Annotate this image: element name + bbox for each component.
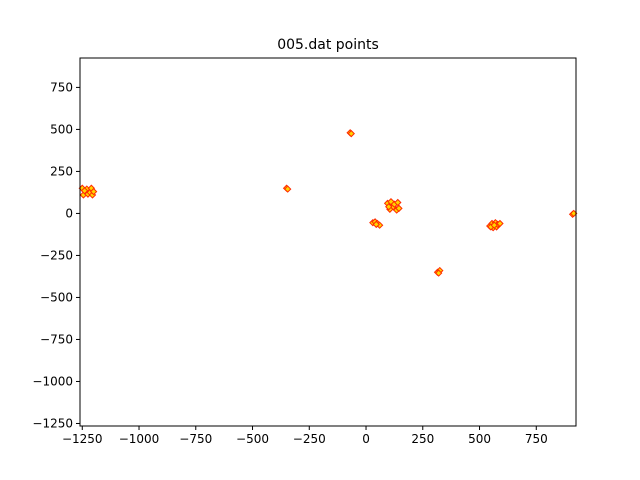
plot-frame	[79, 57, 577, 427]
y-tick-label: −250	[40, 248, 73, 262]
y-tick-label: 0	[65, 206, 73, 220]
x-tick-label: −1250	[62, 432, 103, 446]
x-tick-label: −1000	[119, 432, 160, 446]
data-point	[89, 187, 98, 196]
data-point	[490, 221, 498, 229]
x-axis-ticks: −1250 −1000 −750 −500 −250 0 250 500 750	[62, 426, 548, 446]
data-point	[395, 204, 403, 213]
x-tick-label: −500	[236, 432, 269, 446]
x-tick-label: −750	[179, 432, 212, 446]
data-point	[372, 220, 380, 229]
x-tick-label: −250	[293, 432, 326, 446]
y-axis-ticks: 750 500 250 0 −250 −500 −750 −1000 −1250	[32, 80, 80, 430]
x-tick-label: 0	[362, 432, 370, 446]
data-point	[347, 129, 355, 138]
x-tick-label: 250	[411, 432, 434, 446]
x-tick-label: 500	[468, 432, 491, 446]
data-points	[78, 129, 578, 277]
y-tick-label: −1000	[32, 374, 73, 388]
data-point	[80, 187, 89, 195]
y-tick-label: −500	[40, 290, 73, 304]
data-point	[283, 185, 292, 193]
x-tick-label: 750	[525, 432, 548, 446]
data-point	[394, 198, 402, 207]
y-tick-label: 250	[50, 164, 73, 178]
y-tick-label: 500	[50, 122, 73, 136]
y-tick-label: −1250	[32, 416, 73, 430]
data-point	[385, 203, 393, 211]
data-point	[496, 219, 504, 228]
y-tick-label: −750	[40, 332, 73, 346]
data-point	[434, 269, 443, 277]
chart-title: 005.dat points	[277, 37, 379, 53]
y-tick-label: 750	[50, 80, 73, 94]
